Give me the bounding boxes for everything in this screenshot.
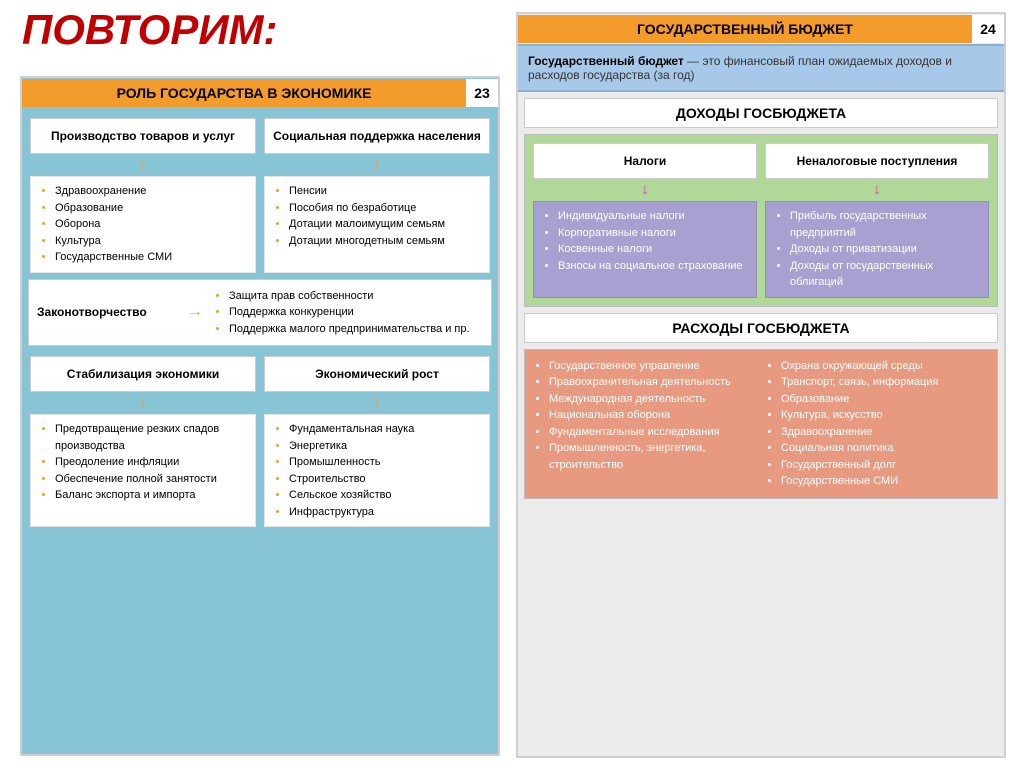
list-item: Международная деятельность xyxy=(549,391,757,408)
list-item: Правоохранительная деятельность xyxy=(549,374,757,391)
left-page-number: 23 xyxy=(466,79,498,107)
list-item: Обеспечение полной занятости xyxy=(55,471,247,488)
right-page: ГОСУДАРСТВЕННЫЙ БЮДЖЕТ 24 Государственны… xyxy=(516,12,1006,758)
block2-titles: Стабилизация экономики Экономический рос… xyxy=(30,356,490,392)
law-block: Законотворчество → Защита прав собственн… xyxy=(28,279,492,347)
list-item: Промышленность, энергетика, строительств… xyxy=(549,440,757,473)
list-item: Взносы на социальное страхование xyxy=(558,258,748,275)
arrow-icon: ↓ xyxy=(264,392,490,414)
list-item: Косвенные налоги xyxy=(558,241,748,258)
list-item: Фундаментальные исследования xyxy=(549,424,757,441)
block2-col1-list: Предотвращение резких спадов производств… xyxy=(30,414,256,527)
expense-card: Государственное управление Правоохраните… xyxy=(524,349,998,499)
left-header-title: РОЛЬ ГОСУДАРСТВА В ЭКОНОМИКЕ xyxy=(22,79,466,107)
list-item: Преодоление инфляции xyxy=(55,454,247,471)
arrow-icon: ↓ xyxy=(30,154,256,176)
list-item: Пособия по безработице xyxy=(289,200,481,217)
list-item: Строительство xyxy=(289,471,481,488)
list-item: Инфраструктура xyxy=(289,504,481,521)
list-item: Государственные СМИ xyxy=(55,249,247,266)
list-item: Оборона xyxy=(55,216,247,233)
block1-col2-title: Социальная поддержка населения xyxy=(264,118,490,154)
list-item: Сельское хозяйство xyxy=(289,487,481,504)
definition-box: Государственный бюджет — это финансовый … xyxy=(518,44,1004,92)
income-col2-list: Прибыль государственных предприятий Дохо… xyxy=(765,201,989,298)
main-title: ПОВТОРИМ: xyxy=(22,6,278,54)
list-item: Баланс экспорта и импорта xyxy=(55,487,247,504)
list-item: Дотации многодетным семьям xyxy=(289,233,481,250)
list-item: Национальная оборона xyxy=(549,407,757,424)
block2-lists: Предотвращение резких спадов производств… xyxy=(30,414,490,527)
income-col2-title: Неналоговые поступления xyxy=(765,143,989,179)
list-item: Доходы от государственных облигаций xyxy=(790,258,980,291)
list-item: Государственные СМИ xyxy=(781,473,989,490)
block2-col2-title: Экономический рост xyxy=(264,356,490,392)
list-item: Культура xyxy=(55,233,247,250)
list-item: Прибыль государственных предприятий xyxy=(790,208,980,241)
expense-title: РАСХОДЫ ГОСБЮДЖЕТА xyxy=(524,313,998,343)
list-item: Государственный долг xyxy=(781,457,989,474)
list-item: Охрана окружающей среды xyxy=(781,358,989,375)
block2-col1-title: Стабилизация экономики xyxy=(30,356,256,392)
arrow-icon: ↓ xyxy=(765,179,989,201)
arrow-icon: ↓ xyxy=(533,179,757,201)
right-header-bar: ГОСУДАРСТВЕННЫЙ БЮДЖЕТ 24 xyxy=(518,14,1004,44)
list-item: Социальная политика xyxy=(781,440,989,457)
expense-col1-list: Государственное управление Правоохраните… xyxy=(533,358,757,490)
arrow-icon: ↓ xyxy=(30,392,256,414)
list-item: Энергетика xyxy=(289,438,481,455)
law-label: Законотворчество xyxy=(37,305,177,319)
income-title: ДОХОДЫ ГОСБЮДЖЕТА xyxy=(524,98,998,128)
block1-titles: Производство товаров и услуг Социальная … xyxy=(30,118,490,154)
list-item: Поддержка малого предпринимательства и п… xyxy=(229,321,483,338)
list-item: Образование xyxy=(781,391,989,408)
list-item: Здравоохранение xyxy=(55,183,247,200)
block1-col1-list: Здравоохранение Образование Оборона Куль… xyxy=(30,176,256,273)
income-col1-title: Налоги xyxy=(533,143,757,179)
block1-col1-title: Производство товаров и услуг xyxy=(30,118,256,154)
list-item: Культура, искусство xyxy=(781,407,989,424)
income-card: Налоги Неналоговые поступления ↓ ↓ Индив… xyxy=(524,134,998,307)
block1-col2-list: Пенсии Пособия по безработице Дотации ма… xyxy=(264,176,490,273)
list-item: Образование xyxy=(55,200,247,217)
list-item: Индивидуальные налоги xyxy=(558,208,748,225)
list-item: Промышленность xyxy=(289,454,481,471)
list-item: Государственное управление xyxy=(549,358,757,375)
list-item: Дотации малоимущим семьям xyxy=(289,216,481,233)
income-col1-list: Индивидуальные налоги Корпоративные нало… xyxy=(533,201,757,298)
block2-col2-list: Фундаментальная наука Энергетика Промышл… xyxy=(264,414,490,527)
definition-term: Государственный бюджет xyxy=(528,54,684,68)
right-header-title: ГОСУДАРСТВЕННЫЙ БЮДЖЕТ xyxy=(518,15,972,43)
arrow-icon: ↓ xyxy=(264,154,490,176)
list-item: Предотвращение резких спадов производств… xyxy=(55,421,247,454)
arrow-icon: → xyxy=(187,303,203,321)
list-item: Пенсии xyxy=(289,183,481,200)
expense-col2-list: Охрана окружающей среды Транспорт, связь… xyxy=(765,358,989,490)
right-page-number: 24 xyxy=(972,15,1004,43)
list-item: Защита прав собственности xyxy=(229,288,483,305)
list-item: Доходы от приватизации xyxy=(790,241,980,258)
list-item: Корпоративные налоги xyxy=(558,225,748,242)
block2-arrows: ↓ ↓ xyxy=(30,392,490,414)
block1-lists: Здравоохранение Образование Оборона Куль… xyxy=(30,176,490,273)
list-item: Здравоохранение xyxy=(781,424,989,441)
block1-arrows: ↓ ↓ xyxy=(30,154,490,176)
left-page: РОЛЬ ГОСУДАРСТВА В ЭКОНОМИКЕ 23 Производ… xyxy=(20,76,500,756)
list-item: Поддержка конкуренции xyxy=(229,304,483,321)
list-item: Фундаментальная наука xyxy=(289,421,481,438)
left-header-bar: РОЛЬ ГОСУДАРСТВА В ЭКОНОМИКЕ 23 xyxy=(22,78,498,108)
list-item: Транспорт, связь, информация xyxy=(781,374,989,391)
